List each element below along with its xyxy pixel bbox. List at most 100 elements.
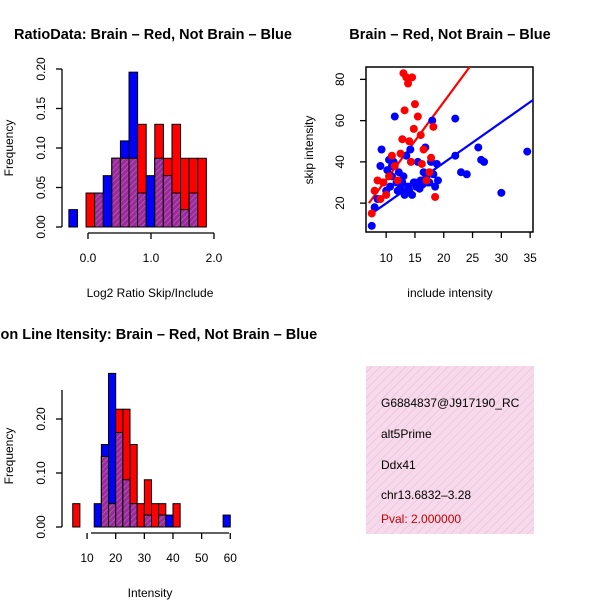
scatter-point-red: [390, 162, 399, 170]
scatter-point-red: [410, 100, 419, 109]
scatter-panel: Brain – Red, Not Brain – Blue 10 15 20 25 30…: [302, 27, 551, 300]
scatter-x-axis-label: include intensity: [407, 286, 492, 300]
scatter-point-red: [416, 131, 425, 140]
ratio-bar-overlap: [171, 192, 182, 228]
intensity-bars: [72, 372, 231, 528]
scatter-point-red: [396, 149, 405, 158]
genomic-location: chr13.6832–3.28: [381, 488, 471, 502]
gene-name: Ddx41: [381, 458, 416, 472]
ratio-bar-brain: [85, 192, 96, 228]
scatter-point-blue: [523, 147, 532, 156]
intensity-x-tick-label: 50: [195, 551, 209, 565]
scatter-y-tick-label: 80: [333, 72, 347, 86]
ratio-bar-overlap: [128, 157, 139, 228]
scatter-point-red: [385, 172, 394, 181]
fit-line-blue: [368, 99, 534, 217]
ratio-y-tick-label: 0.00: [34, 215, 48, 239]
scatter-point-blue: [432, 159, 441, 168]
scatter-point-red: [370, 186, 379, 195]
scatter-x-tick-label: 20: [437, 251, 451, 265]
scatter-points: [367, 69, 532, 230]
scatter-point-red: [406, 157, 415, 166]
ratio-x-tick-label: 1.0: [143, 251, 160, 265]
scatter-plot-box: [365, 66, 534, 233]
ratio-bar-not-brain: [102, 175, 113, 228]
scatter-point-red: [431, 192, 440, 201]
info-panel-background: [366, 366, 534, 534]
intensity-bar-brain: [151, 503, 160, 528]
intensity-bar-not-brain: [93, 503, 102, 528]
scatter-point-red: [400, 106, 409, 115]
event-type: alt5Prime: [381, 427, 432, 441]
scatter-point-red: [379, 178, 388, 187]
scatter-point-red: [409, 124, 418, 133]
ratio-bar-overlap: [188, 192, 199, 228]
scatter-point-red: [404, 79, 413, 88]
intensity-bar-not-brain: [222, 514, 231, 528]
intensity-x-tick-label: 10: [80, 551, 94, 565]
scatter-point-red: [405, 137, 414, 146]
scatter-point-red: [398, 135, 407, 144]
scatter-y-tick-label: 20: [333, 196, 347, 210]
intensity-x-tick-label: 40: [166, 551, 180, 565]
ratio-bar-overlap: [111, 157, 121, 228]
ratio-x-tick-label: 2.0: [206, 251, 223, 265]
scatter-point-blue: [419, 168, 428, 177]
scatter-point-blue: [386, 182, 395, 191]
event-id: G6884837@J917190_RC: [381, 396, 520, 410]
intensity-bar-overlap: [100, 455, 110, 528]
scatter-point-red: [419, 145, 428, 154]
ratio-bar-not-brain: [145, 175, 156, 228]
scatter-point-red: [387, 151, 396, 160]
scatter-point-blue: [451, 114, 460, 123]
scatter-fit-lines: [367, 66, 534, 217]
scatter-point-red: [408, 73, 417, 82]
intensity-bar-brain: [136, 503, 145, 528]
intensity-chart-title: Exon Line Itensity: Brain – Red, Not Bra…: [0, 327, 317, 343]
scatter-point-blue: [406, 145, 415, 154]
ratio-bar-overlap: [137, 192, 147, 228]
scatter-point-blue: [480, 157, 489, 166]
intensity-bar-overlap: [122, 479, 131, 528]
scatter-y-ticks: 20 40 60 80: [333, 72, 366, 210]
scatter-point-red: [429, 122, 438, 131]
intensity-x-tick-label: 20: [109, 551, 123, 565]
scatter-y-tick-label: 60: [333, 114, 347, 128]
scatter-point-blue: [396, 184, 405, 193]
scatter-point-blue: [497, 188, 506, 197]
ratio-bar-overlap: [154, 157, 164, 228]
scatter-y-axis-label: skip intensity: [302, 116, 316, 185]
intensity-x-tick-label: 30: [138, 551, 152, 565]
ratio-bar-not-brain: [68, 209, 78, 228]
scatter-point-blue: [370, 203, 379, 212]
intensity-y-tick-label: 0.10: [34, 461, 48, 485]
scatter-point-red: [393, 176, 402, 185]
intensity-x-tick-label: 60: [224, 551, 238, 565]
scatter-point-red: [425, 168, 434, 177]
ratio-y-tick-label: 0.05: [34, 175, 48, 199]
intensity-bar-brain: [172, 503, 181, 528]
ratio-chart-title: RatioData: Brain – Red, Not Brain – Blue: [14, 27, 292, 43]
scatter-point-red: [376, 195, 385, 203]
ratio-bars: [68, 71, 207, 228]
ratio-y-axis-label: Frequency: [2, 120, 16, 177]
intensity-y-tick-label: 0.00: [34, 515, 48, 539]
scatter-point-blue: [376, 162, 385, 170]
scatter-point-red: [427, 153, 436, 162]
intensity-bar-overlap: [143, 514, 153, 528]
ratio-bar-overlap: [162, 175, 173, 228]
scatter-point-blue: [377, 145, 386, 154]
intensity-bar-brain: [72, 503, 81, 528]
ratio-x-axis-label: Log2 Ratio Skip/Include: [87, 286, 214, 300]
intensity-bar-overlap: [108, 503, 117, 528]
scatter-point-blue: [408, 190, 417, 199]
intensity-bar-overlap: [115, 432, 124, 528]
scatter-point-red: [382, 190, 391, 199]
scatter-point-blue: [399, 172, 408, 181]
scatter-x-tick-label: 25: [466, 251, 480, 265]
scatter-point-red: [402, 73, 411, 82]
scatter-point-red: [413, 112, 422, 121]
scatter-x-tick-label: 10: [379, 251, 393, 265]
intensity-x-ticks: 10 20 30 40 50 60: [80, 533, 237, 565]
